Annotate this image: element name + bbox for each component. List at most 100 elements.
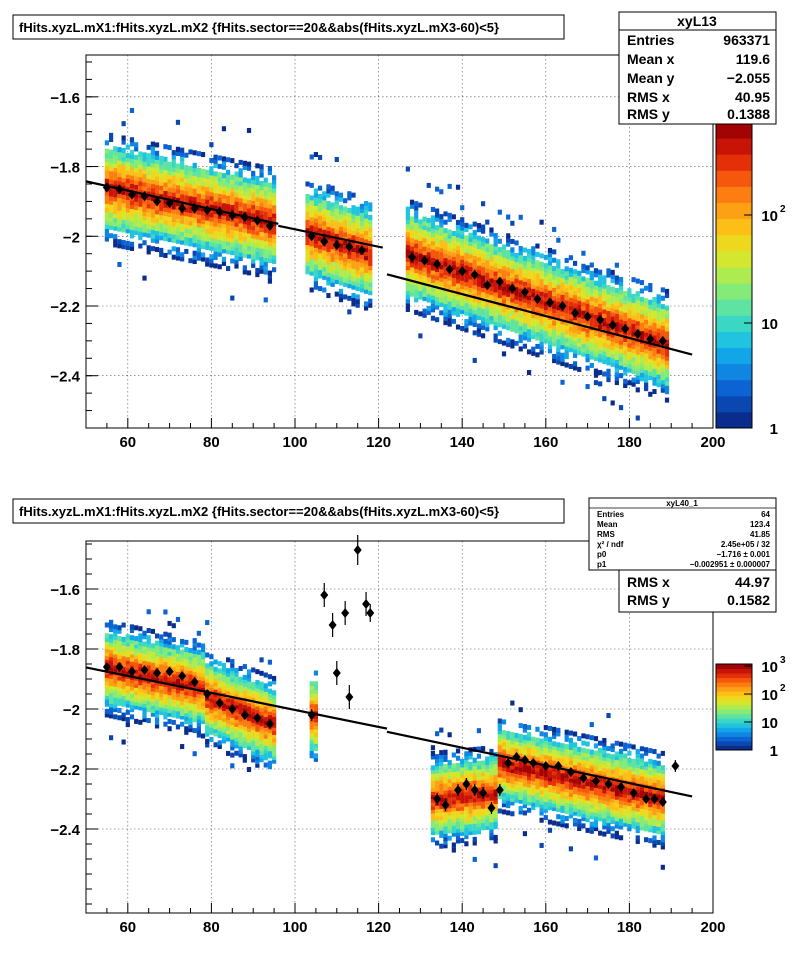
top-heat-cell <box>665 289 669 294</box>
bottom-heat-cell <box>176 645 180 650</box>
top-ytick-label: −2 <box>63 229 80 246</box>
bottom-heat-cell <box>439 750 443 755</box>
top-stats-label-meany: Mean y <box>627 70 675 86</box>
top-stats-box: xyL13 Entries 963371 Mean x 119.6 Mean y… <box>619 12 776 124</box>
top-heat-cell <box>535 352 539 357</box>
top-stats-label-entries: Entries <box>627 32 675 48</box>
bottom-heat-cell <box>448 760 452 765</box>
top-heat-cell <box>439 214 443 219</box>
bottom-heat-cell <box>590 822 594 827</box>
top-heat-outlier <box>122 121 126 126</box>
bottom-heat-cell <box>510 732 514 737</box>
bottom-heat-cell <box>606 746 610 751</box>
top-heat-cell <box>598 370 602 375</box>
top-heat-cell <box>414 201 418 206</box>
top-heat-cell <box>611 287 615 292</box>
top-heat-cell <box>268 183 272 188</box>
top-stats-value-meanx: 119.6 <box>736 51 770 67</box>
top-heat-cell <box>527 349 531 354</box>
top-heat-cell <box>347 191 351 196</box>
top-heat-cell <box>335 292 339 297</box>
top-heat-cell <box>569 268 573 273</box>
bottom-heatmap <box>105 609 665 870</box>
top-heat-cell <box>368 202 372 207</box>
top-heat-cell <box>644 286 648 291</box>
top-heat-cell <box>586 366 590 371</box>
top-heat-cell <box>222 257 226 262</box>
top-heat-cell <box>443 220 447 225</box>
top-heat-cell <box>305 181 309 186</box>
bottom-heat-cell <box>222 663 226 668</box>
bottom-heat-cell <box>268 761 272 766</box>
top-heat-cell <box>519 346 523 351</box>
top-heat-cell <box>615 288 619 293</box>
top-palette-band <box>716 251 752 268</box>
top-heat-cell <box>259 164 263 169</box>
top-heat-outlier <box>473 358 477 363</box>
top-heat-cell <box>652 389 656 394</box>
top-heat-cell <box>331 202 335 207</box>
top-heat-cell <box>569 364 573 369</box>
top-heat-cell <box>109 150 113 155</box>
top-stats-value-rmsy: 0.1388 <box>727 106 770 122</box>
bottom-heat-cell <box>556 821 560 826</box>
top-heat-outlier <box>485 220 489 225</box>
bottom-heat-outlier <box>180 744 184 749</box>
top-palette-band <box>716 331 752 348</box>
bottom-heat-cell <box>606 753 610 758</box>
top-heat-cell <box>230 158 234 163</box>
top-heat-outlier <box>142 276 146 281</box>
top-heat-cell <box>519 246 523 251</box>
bottom-heat-cell <box>519 723 523 728</box>
bottom-heat-cell <box>105 623 109 628</box>
top-heat-cell <box>477 223 481 228</box>
top-heat-outlier <box>222 126 226 131</box>
top-heat-outlier <box>176 120 180 125</box>
top-heat-cell <box>113 146 117 151</box>
bottom-heat-cell <box>130 635 134 640</box>
top-heat-cell <box>422 217 426 222</box>
top-heat-cell <box>113 234 117 239</box>
top-heat-cell <box>498 339 502 344</box>
top-heat-cell <box>514 341 518 346</box>
top-stats-value-rmsx: 40.95 <box>735 89 770 105</box>
top-heat-cell <box>498 331 502 336</box>
top-heat-cell <box>661 287 665 292</box>
top-heat-cell <box>142 152 146 157</box>
bottom-heat-outlier <box>473 857 477 862</box>
bottom-heat-outlier <box>268 660 272 665</box>
top-heat-cell <box>427 306 431 311</box>
bottom-heat-cell <box>431 751 435 756</box>
top-heat-cell <box>431 316 435 321</box>
bottom-heat-cell <box>594 743 598 748</box>
top-heat-cell <box>268 271 272 276</box>
top-heat-cell <box>255 268 259 273</box>
top-stats-name: xyL13 <box>677 13 717 29</box>
top-heat-cell <box>494 333 498 338</box>
top-heat-cell <box>627 288 631 293</box>
bottom-heat-outlier <box>439 728 443 733</box>
top-heat-cell <box>234 172 238 177</box>
bottom-heat-outlier <box>126 722 130 727</box>
bottom-heat-outlier <box>477 728 481 733</box>
bottom-heat-cell <box>506 731 510 736</box>
bottom-heat-outlier <box>431 745 435 750</box>
bottom-heat-cell <box>122 623 126 628</box>
top-heat-cell <box>406 207 410 212</box>
top-heat-outlier <box>418 333 422 338</box>
bottom-heat-cell <box>226 657 230 662</box>
top-palette-band <box>716 364 752 381</box>
top-heat-cell <box>155 247 159 252</box>
top-heat-cell <box>147 245 151 250</box>
bottom-heat-outlier <box>122 740 126 745</box>
bottom-heat-cell <box>431 765 435 770</box>
bottom-heat-cell <box>113 624 117 629</box>
top-heat-cell <box>544 255 548 260</box>
bottom-heat-cell <box>586 749 590 754</box>
bottom-heat-cell <box>268 689 272 694</box>
bottom-heat-outlier <box>548 828 552 833</box>
top-heat-cell <box>322 287 326 292</box>
top-palette-band <box>716 154 752 171</box>
bottom-heat-cell <box>431 837 435 842</box>
bottom-heat-cell <box>519 734 523 739</box>
